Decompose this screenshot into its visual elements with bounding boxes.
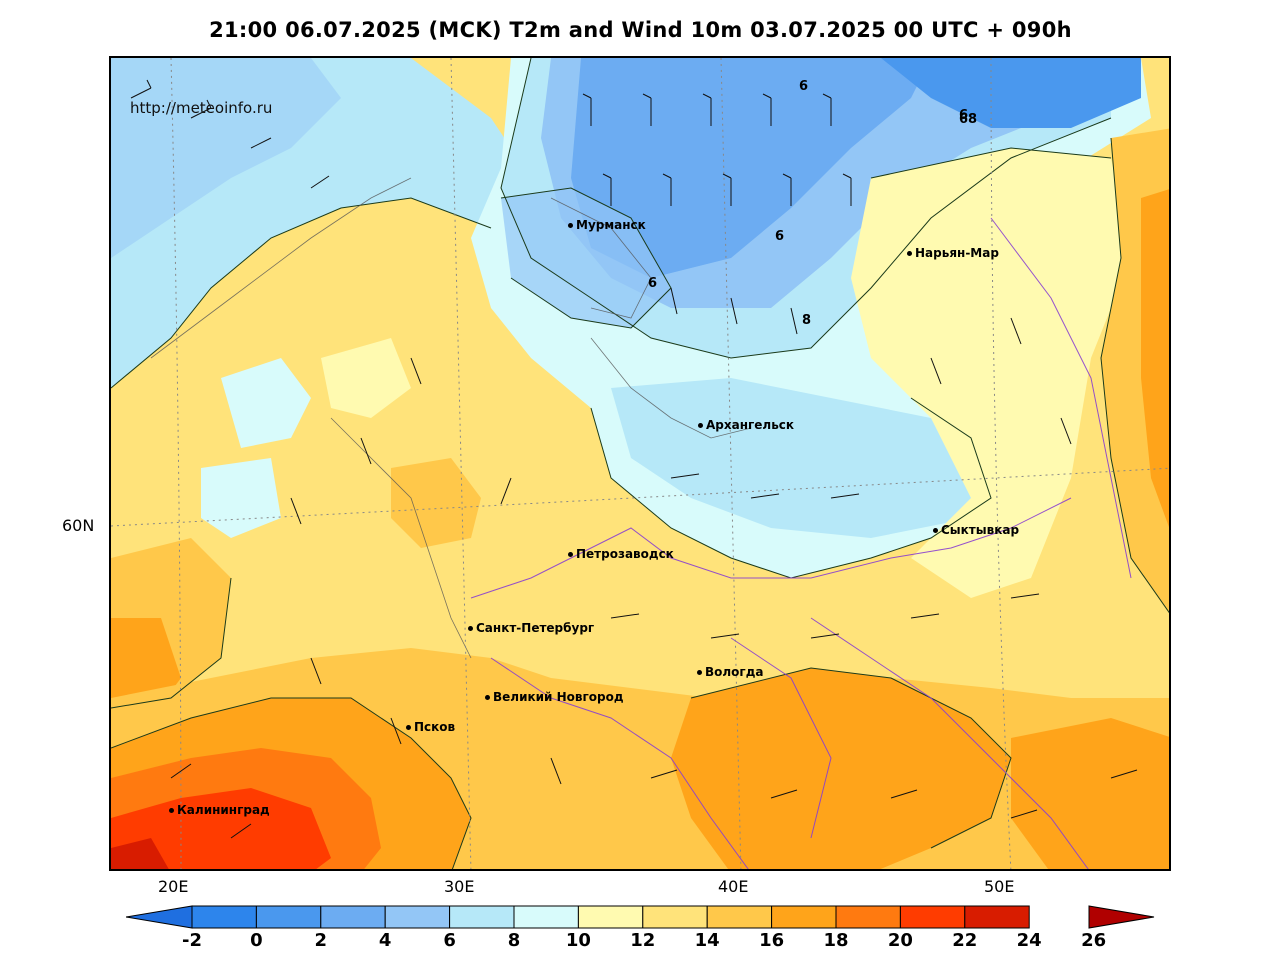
city-label: Великий Новгород [493, 690, 624, 704]
lat-label-60n: 60N [62, 516, 95, 535]
colorbar-tick-label: 20 [887, 930, 913, 951]
city-kaliningrad[interactable]: Калининград [169, 803, 270, 817]
city-naryan-mar[interactable]: Нарьян-Мар [907, 246, 999, 260]
city-marker-icon [907, 251, 912, 256]
colorbar-tick-label: 24 [1016, 930, 1042, 951]
colorbar-segment [964, 905, 1030, 929]
watermark-url: http://meteoinfo.ru [130, 99, 273, 117]
lon-label-20e: 20E [158, 877, 189, 896]
colorbar-segment [384, 905, 451, 929]
colorbar-tick-label: 10 [565, 930, 591, 951]
city-label: Вологда [705, 665, 764, 679]
city-veliky-novgorod[interactable]: Великий Новгород [485, 690, 624, 704]
colorbar-segment [513, 905, 579, 929]
colorbar-tick-label: 14 [694, 930, 720, 951]
contour-label: 8 [802, 313, 812, 328]
city-label: Санкт-Петербург [476, 621, 595, 635]
lon-label-40e: 40E [718, 877, 749, 896]
colorbar-tick-label: 12 [630, 930, 656, 951]
colorbar-segment [255, 905, 322, 929]
contour-label: 6 [648, 276, 658, 291]
city-marker-icon [568, 223, 573, 228]
city-vologda[interactable]: Вологда [697, 665, 763, 679]
lon-label-30e: 30E [444, 877, 475, 896]
colorbar-segment [320, 905, 386, 929]
city-murmansk[interactable]: Мурманск [568, 218, 646, 232]
city-marker-icon [406, 725, 411, 730]
city-arkhangelsk[interactable]: Архангельск [698, 418, 794, 432]
city-marker-icon [933, 528, 938, 533]
city-marker-icon [698, 423, 703, 428]
contour-label: 6 [775, 229, 785, 244]
colorbar-tick-label: 6 [443, 930, 456, 951]
contour-label: 6 [799, 79, 809, 94]
temperature-field [111, 58, 1169, 869]
city-saint-petersburg[interactable]: Санкт-Петербург [468, 621, 594, 635]
city-label: Петрозаводск [576, 547, 674, 561]
colorbar-tick-label: -2 [182, 930, 202, 951]
colorbar-segment [191, 905, 257, 929]
city-petrozavodsk[interactable]: Петрозаводск [568, 547, 674, 561]
colorbar-min-arrow [126, 905, 193, 929]
city-marker-icon [568, 552, 573, 557]
colorbar-tick-label: 8 [507, 930, 521, 951]
colorbar-max-arrow [1088, 905, 1155, 929]
city-marker-icon [468, 626, 473, 631]
colorbar-tick-label: 26 [1081, 930, 1107, 951]
city-label: Калининград [177, 803, 270, 817]
colorbar-tick-label: 4 [378, 930, 392, 951]
colorbar-segment [771, 905, 837, 929]
colorbar-segment [577, 905, 644, 929]
colorbar-tick-label: 2 [314, 930, 328, 951]
city-label: Архангельск [706, 418, 795, 432]
colorbar-segment [899, 905, 966, 929]
contour-label: 6 [959, 108, 969, 123]
city-marker-icon [169, 808, 174, 813]
colorbar-tick-label: 0 [250, 930, 263, 951]
city-label: Мурманск [576, 218, 646, 232]
city-pskov[interactable]: Псков [406, 720, 455, 734]
city-marker-icon [697, 670, 702, 675]
contour-label: 68 [959, 112, 978, 127]
lon-label-50e: 50E [984, 877, 1015, 896]
city-marker-icon [485, 695, 490, 700]
city-syktyvkar[interactable]: Сыктывкар [933, 523, 1019, 537]
city-label: Нарьян-Мар [915, 246, 999, 260]
colorbar-tick-label: 16 [759, 930, 785, 951]
colorbar-tick-label: 18 [823, 930, 849, 951]
city-label: Псков [414, 720, 456, 734]
colorbar-segment [706, 905, 773, 929]
colorbar-tick-label: 22 [952, 930, 978, 951]
city-label: Сыктывкар [941, 523, 1020, 537]
colorbar-segment [642, 905, 708, 929]
colorbar [126, 905, 1155, 929]
map-title: 21:00 06.07.2025 (MCK) T2m and Wind 10m … [209, 18, 1072, 42]
colorbar-segment [449, 905, 515, 929]
map-area[interactable]: http://meteoinfo.ru 6 6 6 6 8 68 Мурманс… [109, 56, 1171, 871]
colorbar-segment [835, 905, 901, 929]
